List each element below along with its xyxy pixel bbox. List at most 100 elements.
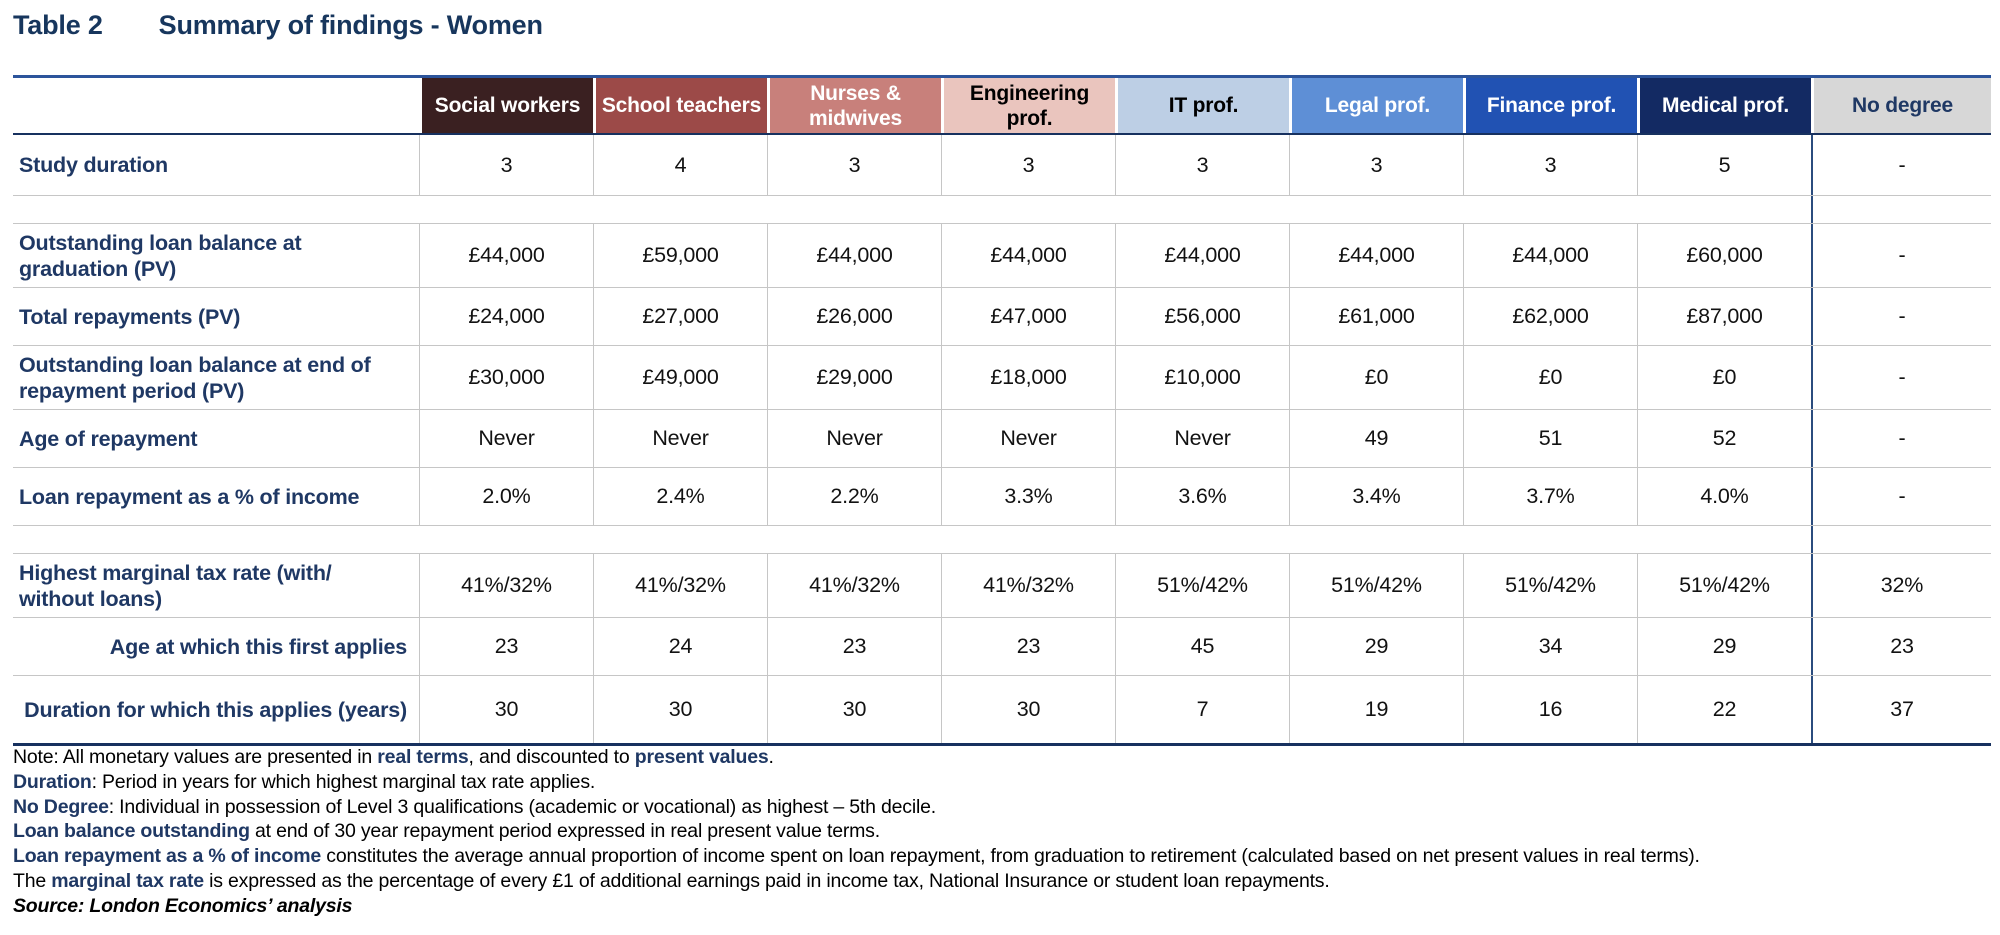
table-cell: 37 xyxy=(1811,676,1991,743)
table-cell: 41%/32% xyxy=(593,554,767,617)
table-cell: £30,000 xyxy=(419,346,593,409)
table-cell: £18,000 xyxy=(941,346,1115,409)
row-label: Duration for which this applies (years) xyxy=(24,697,407,722)
table-cell: £60,000 xyxy=(1637,224,1811,287)
table-cell: 51%/42% xyxy=(1637,554,1811,617)
table-cell: 24 xyxy=(593,618,767,675)
table-cell: 3 xyxy=(419,135,593,195)
table-cell: £59,000 xyxy=(593,224,767,287)
table-cell: - xyxy=(1811,346,1991,409)
table-cell: £10,000 xyxy=(1115,346,1289,409)
footnote-segment: is expressed as the percentage of every … xyxy=(203,869,1330,892)
footnote-segment: : Individual in possession of Level 3 qu… xyxy=(108,795,936,818)
table-cell: £27,000 xyxy=(593,288,767,345)
row-label: Age of repayment xyxy=(19,426,198,451)
footnote-segment: , and discounted to xyxy=(468,746,635,768)
footnote-segment: : Period in years for which highest marg… xyxy=(91,770,596,793)
table-cell: 3.7% xyxy=(1463,468,1637,525)
column-header-finance-prof: Finance prof. xyxy=(1463,78,1637,133)
table-cell xyxy=(593,196,767,223)
table-row-age-at-which-this-first-applies: Age at which this first applies 23 24 23 23 4… xyxy=(13,617,1991,675)
table-cell: 29 xyxy=(1289,618,1463,675)
footnote-segment: constitutes the average annual proportio… xyxy=(321,845,1700,868)
table-cell: 7 xyxy=(1115,676,1289,743)
column-header-nurses-midwives: Nurses & midwives xyxy=(767,78,941,133)
table-cell: 3.3% xyxy=(941,468,1115,525)
table-cell: 51%/42% xyxy=(1115,554,1289,617)
table-header-row: Social workers School teachers Nurses & mi… xyxy=(13,78,1991,135)
column-header-school-teachers: School teachers xyxy=(593,78,767,133)
table-cell: Never xyxy=(1115,410,1289,467)
table-cell: £0 xyxy=(1637,346,1811,409)
table-cell: £0 xyxy=(1289,346,1463,409)
table-cell xyxy=(941,196,1115,223)
table-cell: 3 xyxy=(1289,135,1463,195)
table-cell: 41%/32% xyxy=(419,554,593,617)
table-cell: 49 xyxy=(1289,410,1463,467)
table-cell xyxy=(1463,526,1637,553)
table-cell xyxy=(941,526,1115,553)
row-label: Age at which this first applies xyxy=(109,634,407,659)
source-line: Source: London Economics’ analysis xyxy=(13,894,1989,919)
table-cell xyxy=(767,526,941,553)
footnote-segment: at end of 30 year repayment period expre… xyxy=(249,820,880,843)
table-body: Study duration 3 4 3 3 3 3 3 5- Outstanding loan … xyxy=(13,135,1991,743)
table-cell xyxy=(1289,526,1463,553)
table-cell: £0 xyxy=(1463,346,1637,409)
table-cell: 3.6% xyxy=(1115,468,1289,525)
footnote-segment: . xyxy=(768,746,774,768)
table-cell: 2.0% xyxy=(419,468,593,525)
table-row-loan-repayment-as-a-of-income: Loan repayment as a % of income 2.0% 2.4% 2… xyxy=(13,467,1991,525)
table-cell: 52 xyxy=(1637,410,1811,467)
table-cell: Never xyxy=(593,410,767,467)
table-cell: £47,000 xyxy=(941,288,1115,345)
table-cell: - xyxy=(1811,224,1991,287)
table-cell xyxy=(1463,196,1637,223)
column-header-no-degree: No degree xyxy=(1811,78,1991,133)
table-cell: £44,000 xyxy=(1115,224,1289,287)
table-cell: - xyxy=(1811,135,1991,195)
table-cell: £44,000 xyxy=(1463,224,1637,287)
table-cell xyxy=(1289,196,1463,223)
table-cell: 5 xyxy=(1637,135,1811,195)
table-cell: 32% xyxy=(1811,554,1991,617)
footnote-line: Note: All monetary values are presented … xyxy=(13,745,1989,770)
table-cell: 51%/42% xyxy=(1289,554,1463,617)
footnote-segment: marginal tax rate xyxy=(51,869,204,892)
page-title: Table 2 Summary of findings - Women xyxy=(13,10,543,41)
table-row-duration-for-which-this-applies-years: Duration for which this applies (years) 3… xyxy=(13,675,1991,743)
table-cell: £62,000 xyxy=(1463,288,1637,345)
table-number-label: Table 2 xyxy=(13,10,103,40)
footnote-segment: Loan balance outstanding xyxy=(13,820,250,843)
footnote-segment: Note: All monetary values are presented … xyxy=(13,746,378,768)
table-cell xyxy=(1811,196,1991,223)
table-cell xyxy=(1115,196,1289,223)
table-cell: 2.4% xyxy=(593,468,767,525)
table-cell: 30 xyxy=(419,676,593,743)
row-label: Study duration xyxy=(19,153,168,177)
column-header-engineering-prof: Engineering prof. xyxy=(941,78,1115,133)
table-cell: 23 xyxy=(941,618,1115,675)
table-cell xyxy=(767,196,941,223)
row-label xyxy=(13,196,419,223)
table-cell: 23 xyxy=(1811,618,1991,675)
table-cell: 51 xyxy=(1463,410,1637,467)
row-label: Outstanding loan balance at graduation (… xyxy=(19,230,302,281)
table-cell: £24,000 xyxy=(419,288,593,345)
table-cell: 29 xyxy=(1637,618,1811,675)
footnote-segment: Duration xyxy=(13,770,92,793)
table-cell: - xyxy=(1811,288,1991,345)
table-cell: 23 xyxy=(767,618,941,675)
table-cell: 30 xyxy=(941,676,1115,743)
row-label: Total repayments (PV) xyxy=(19,304,241,329)
table-cell: 30 xyxy=(767,676,941,743)
row-label: Loan repayment as a % of income xyxy=(19,484,360,509)
table-cell: 3 xyxy=(941,135,1115,195)
table-cell: £44,000 xyxy=(767,224,941,287)
footnotes: Note: All monetary values are presented … xyxy=(13,745,1989,919)
table-cell xyxy=(1637,526,1811,553)
table-cell: 16 xyxy=(1463,676,1637,743)
footnote-line: No Degree: Individual in possession of L… xyxy=(13,795,1989,820)
footnote-line: Loan repayment as a % of income constitu… xyxy=(13,844,1989,869)
table-cell: - xyxy=(1811,468,1991,525)
